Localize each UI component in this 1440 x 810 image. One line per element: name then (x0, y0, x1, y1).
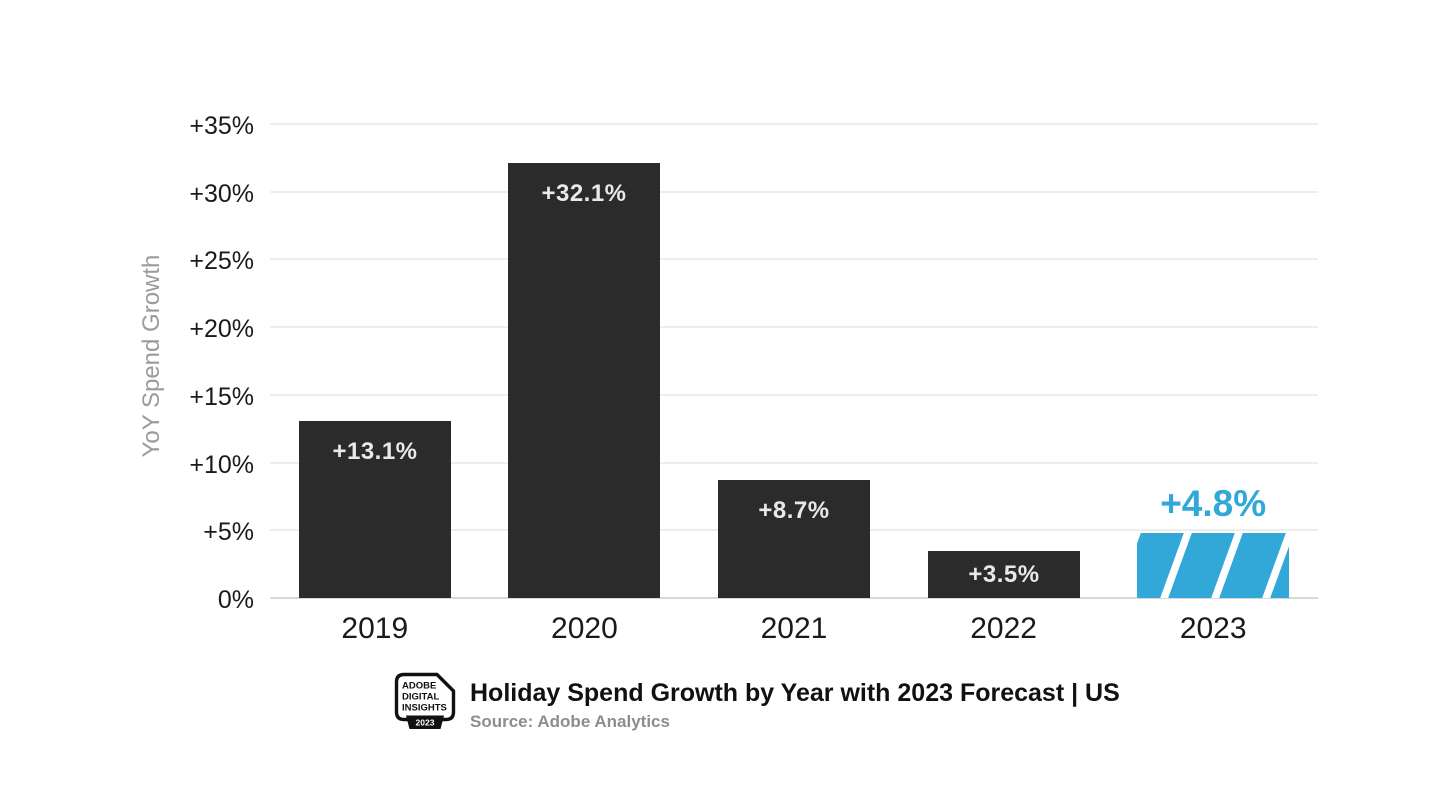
y-gridline-0 (270, 597, 1318, 599)
y-tick-label-20: +20% (189, 315, 254, 344)
y-tick-label-25: +25% (189, 247, 254, 276)
chart-source: Source: Adobe Analytics (470, 712, 670, 731)
bar-value-label-2023: +4.8% (1160, 483, 1267, 524)
chart-footer: ADOBE DIGITAL INSIGHTS 2023 Holiday Spen… (394, 672, 1120, 732)
bar-2020 (508, 163, 660, 598)
forecast-hatch-pattern (1137, 533, 1289, 598)
x-tick-label-2023: 2023 (1179, 612, 1247, 645)
bar-value-label-2021: +8.7% (758, 497, 830, 524)
bar-2022 (928, 551, 1080, 598)
logo-page-outline (394, 672, 456, 722)
y-gridline-15 (270, 393, 1318, 396)
logo-line2: DIGITAL (402, 692, 439, 703)
y-gridline-30 (270, 190, 1318, 193)
logo-line3: INSIGHTS (402, 703, 447, 714)
bar-value-label-2019: +13.1% (332, 438, 418, 465)
adobe-digital-insights-logo-icon: ADOBE DIGITAL INSIGHTS 2023 (394, 672, 456, 729)
y-tick-label-10: +10% (189, 450, 254, 479)
y-gridline-10 (270, 461, 1318, 464)
x-tick-label-2022: 2022 (970, 612, 1037, 645)
x-tick-label-2021: 2021 (760, 612, 828, 645)
y-tick-label-35: +35% (189, 112, 254, 140)
bar-value-label-2022: +3.5% (968, 560, 1040, 588)
y-gridline-35 (270, 123, 1318, 125)
y-tick-label-15: +15% (189, 382, 254, 411)
y-gridline-25 (270, 258, 1318, 261)
x-tick-label-2020: 2020 (551, 612, 618, 645)
y-gridline-20 (270, 326, 1318, 329)
chart-title: Holiday Spend Growth by Year with 2023 F… (470, 679, 1120, 707)
y-axis-title: YoY Spend Growth (138, 254, 165, 458)
y-tick-label-5: +5% (203, 518, 254, 547)
logo-year-ribbon (406, 715, 444, 729)
bar-2019 (299, 421, 451, 598)
y-tick-label-0: 0% (217, 586, 254, 614)
logo-line1: ADOBE (402, 681, 436, 692)
logo-year: 2023 (416, 718, 435, 728)
bar-2021 (718, 480, 870, 598)
x-tick-label-2019: 2019 (341, 612, 409, 645)
bar-value-label-2020: +32.1% (541, 180, 627, 207)
y-tick-label-30: +30% (189, 179, 254, 208)
footer-text-block: Holiday Spend Growth by Year with 2023 F… (470, 672, 1120, 732)
forecast-bar-2023 (1137, 533, 1289, 598)
